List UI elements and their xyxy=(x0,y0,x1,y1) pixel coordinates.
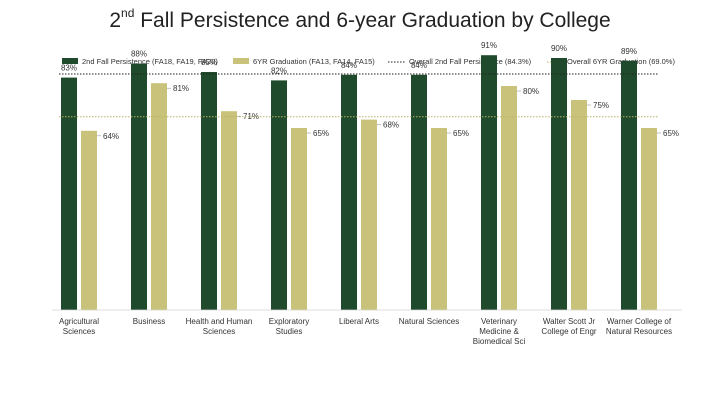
category-label: Agricultural Sciences xyxy=(59,317,99,336)
bar-persistence xyxy=(341,74,357,310)
bar-persistence xyxy=(551,58,567,310)
legend-label-graduation: 6YR Graduation (FA13, FA14, FA15) xyxy=(253,57,375,66)
data-label-graduation: 81% xyxy=(173,84,189,93)
category-label: Warner College of Natural Resources xyxy=(606,317,672,336)
bar-graduation xyxy=(151,83,167,310)
data-label-persistence: 83% xyxy=(61,64,77,73)
bar-persistence xyxy=(131,63,147,310)
data-label-persistence: 85% xyxy=(201,58,217,67)
title-superscript: nd xyxy=(121,6,135,20)
bar-persistence xyxy=(481,55,497,311)
category-label: Natural Sciences xyxy=(399,317,459,326)
title-rest: Fall Persistence and 6-year Graduation b… xyxy=(134,9,611,32)
bar-persistence xyxy=(201,72,217,310)
legend-label-persistence: 2nd Fall Persistence (FA18, FA19, FA20) xyxy=(82,57,218,66)
data-label-persistence: 82% xyxy=(271,66,287,75)
bar-persistence xyxy=(411,74,427,310)
data-label-graduation: 65% xyxy=(313,129,329,138)
data-label-persistence: 89% xyxy=(621,47,637,56)
category-label: Veterinary Medicine & Biomedical Sci xyxy=(473,317,526,346)
category-label: Liberal Arts xyxy=(339,317,379,326)
data-label-persistence: 84% xyxy=(341,61,357,70)
bar-graduation xyxy=(431,128,447,310)
category-label: Exploratory Studies xyxy=(269,317,309,336)
category-label: Business xyxy=(133,317,165,326)
data-label-persistence: 88% xyxy=(131,50,147,59)
bar-graduation xyxy=(81,130,97,310)
chart-title: 2nd Fall Persistence and 6-year Graduati… xyxy=(0,6,720,33)
bar-graduation xyxy=(221,111,237,310)
bar-persistence xyxy=(621,60,637,310)
category-label: Health and Human Sciences xyxy=(186,317,253,336)
category-label: Walter Scott Jr College of Engr xyxy=(541,317,596,336)
data-label-graduation: 68% xyxy=(383,121,399,130)
legend-label-overall-persistence: Overall 2nd Fall Persistence (84.3%) xyxy=(409,57,532,66)
bar-graduation xyxy=(291,128,307,310)
legend-swatch-graduation xyxy=(233,58,249,64)
bar-graduation xyxy=(571,100,587,310)
bar-graduation xyxy=(641,128,657,310)
data-label-graduation: 80% xyxy=(523,87,539,96)
bar-persistence xyxy=(61,77,77,310)
data-label-graduation: 65% xyxy=(663,129,679,138)
data-label-persistence: 90% xyxy=(551,44,567,53)
bar-graduation xyxy=(501,86,517,310)
bar-graduation xyxy=(361,119,377,310)
data-label-graduation: 65% xyxy=(453,129,469,138)
bar-persistence xyxy=(271,80,287,311)
data-label-persistence: 91% xyxy=(481,41,497,50)
legend-swatch-persistence xyxy=(62,58,78,64)
title-prefix: 2 xyxy=(109,9,122,32)
data-label-persistence: 84% xyxy=(411,61,427,70)
data-label-graduation: 75% xyxy=(593,101,609,110)
data-label-graduation: 64% xyxy=(103,132,119,141)
